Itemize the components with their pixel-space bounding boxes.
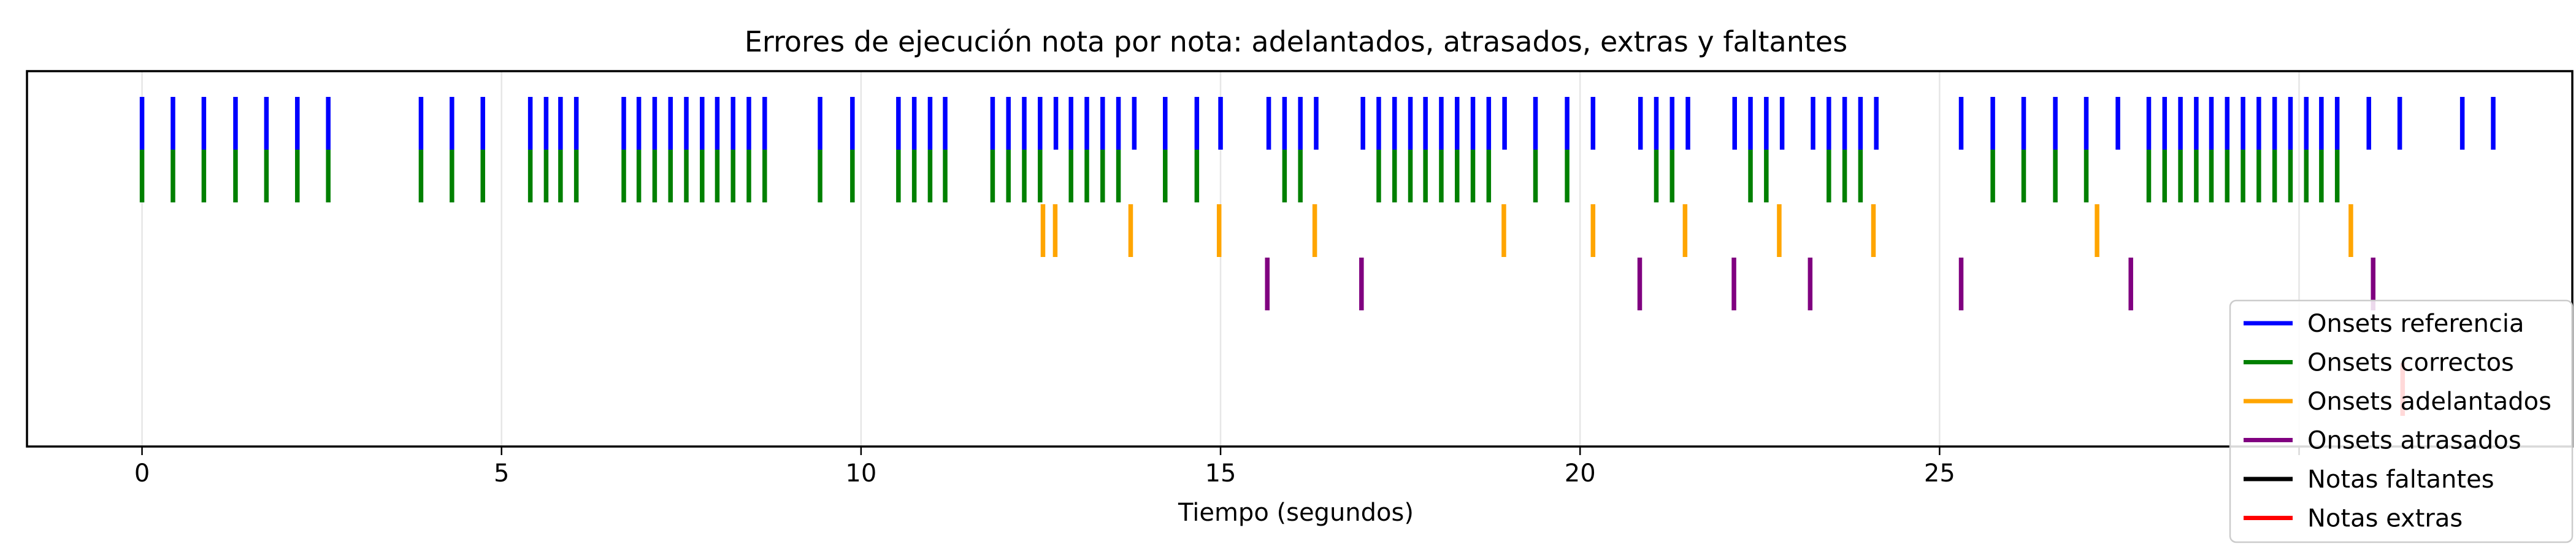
legend-label: Onsets correctos [2307, 349, 2514, 377]
series-events [139, 150, 2340, 202]
legend-item: Onsets atrasados [2244, 427, 2521, 455]
legend-label: Notas extras [2307, 505, 2463, 533]
legend-item: Onsets adelantados [2244, 388, 2551, 416]
x-tick-label: 10 [845, 459, 876, 488]
legend-label: Notas faltantes [2307, 466, 2494, 494]
legend-item: Onsets correctos [2244, 349, 2514, 377]
legend-label: Onsets adelantados [2307, 388, 2551, 416]
chart-title: Errores de ejecución nota por nota: adel… [745, 25, 1847, 58]
legend-box [2229, 299, 2574, 543]
legend-item: Notas extras [2244, 505, 2463, 533]
x-tick-label: 15 [1205, 459, 1236, 488]
event-lines [139, 97, 2496, 416]
x-tick-label: 0 [134, 459, 150, 488]
x-tick-label: 5 [494, 459, 509, 488]
plot-frame [26, 70, 2574, 448]
legend-item: Onsets referencia [2244, 310, 2524, 338]
legend-item: Notas faltantes [2244, 466, 2494, 494]
x-tick-label: 25 [1924, 459, 1955, 488]
x-axis-label: Tiempo (segundos) [1178, 499, 1414, 527]
x-tick-label: 20 [1565, 459, 1596, 488]
series-events [1040, 204, 2353, 257]
legend-label: Onsets atrasados [2307, 427, 2521, 455]
x-axis: 0 5 10 15 20 25 [134, 447, 2300, 488]
legend: Onsets referencia Onsets correctos Onsets … [2229, 299, 2574, 543]
series-events [139, 97, 2496, 150]
legend-label: Onsets referencia [2307, 310, 2524, 338]
